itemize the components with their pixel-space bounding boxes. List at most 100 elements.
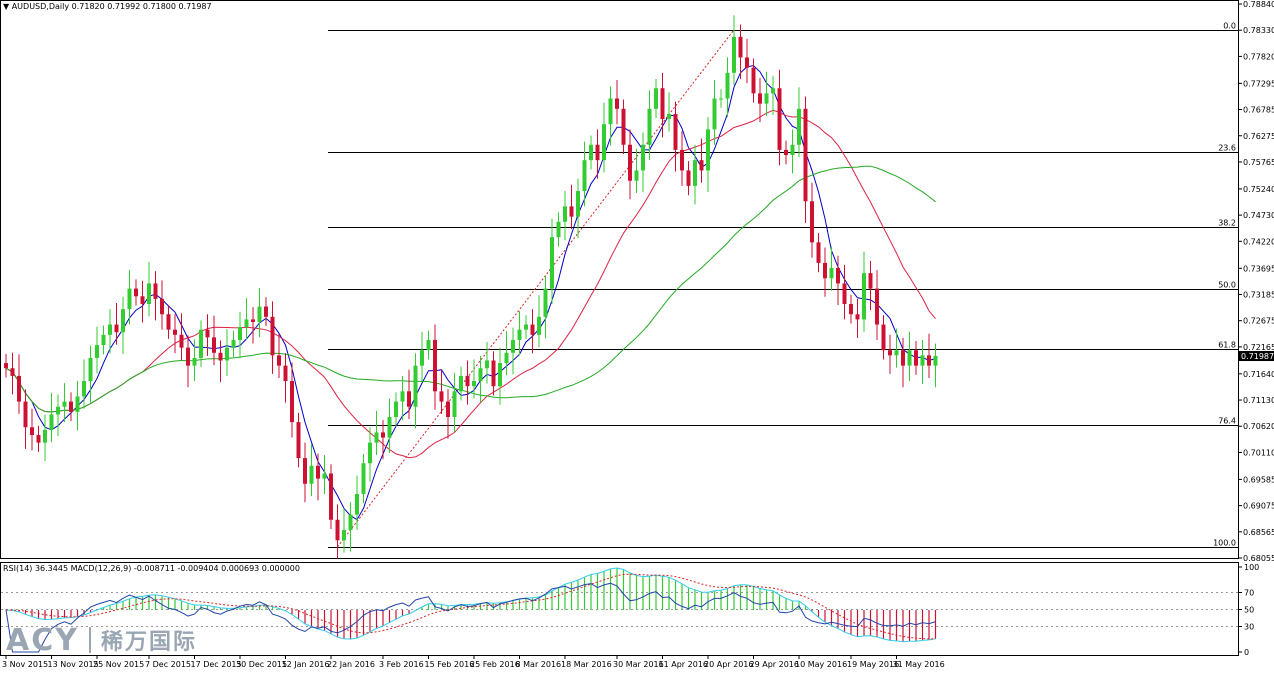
time-tick-label: 8 Mar 2016 [516,660,562,669]
watermark-cjk: 稀万国际 [100,630,197,655]
macd-histogram [11,568,937,642]
watermark-logo: ACY 稀万国际 [6,622,197,658]
candle-body [927,355,931,366]
candle-body [186,347,190,366]
candle-body [498,363,502,387]
candle-body [680,149,684,171]
candle-body [381,432,385,438]
candle-body [862,273,866,320]
candle-body [524,324,528,330]
candle-body [485,360,489,369]
price-tick-label: 0.73695 [1243,264,1274,273]
candle-body [725,72,730,99]
candle-body [836,268,840,284]
candle-body [394,401,398,417]
fib-label: 100.0 [1213,539,1236,548]
dropdown-icon[interactable]: ▼ [3,2,10,11]
candle-body [387,416,392,438]
candle-body [205,329,210,338]
candle-body [602,124,606,161]
candle-body [270,316,275,356]
time-tick-label: 22 Jan 2016 [327,660,375,669]
ma-slow-line [5,165,936,413]
candle-body [264,306,268,317]
candle-body [56,406,60,415]
time-tick-label: 11 Apr 2016 [659,660,708,669]
price-tick-label: 0.73185 [1243,290,1274,299]
candle-body [420,350,424,366]
candle-body [439,391,444,402]
time-tick-label: 15 Feb 2016 [425,660,475,669]
candle-body [199,329,203,358]
candle-body [335,519,340,541]
price-tick-label: 0.70620 [1243,422,1274,431]
candle-body [855,314,860,320]
price-tag-box [1239,351,1274,362]
indicator-tick-label: 0 [1244,648,1249,657]
indicator-tick-label: 50 [1244,606,1254,615]
candle-body [537,316,541,335]
candle-body [4,363,8,369]
price-tick-label: 0.71640 [1243,370,1274,379]
price-axis: 0.78840 0.78330 0.77820 0.77295 0.76785 0.762… [1238,0,1274,563]
current-price-tag: 0.71987 [1239,351,1274,362]
candle-body [868,273,873,289]
candle-body [296,422,301,459]
fib-label: 61.8 [1218,341,1236,350]
candle-body [30,427,34,435]
candle-body [10,368,15,376]
price-tick-label: 0.69585 [1243,475,1274,484]
price-tick-label: 0.69075 [1243,502,1274,511]
candle-body [36,434,41,443]
candle-body [160,298,164,315]
candle-body [816,242,821,263]
time-tick-label: 17 Dec 2015 [191,660,242,669]
candle-body [589,144,593,161]
candle-body [49,414,54,430]
candle-body [888,350,892,356]
candle-body [810,201,814,243]
candle-body [732,36,736,73]
candle-body [849,303,853,315]
price-tick-label: 0.75765 [1243,158,1274,167]
candle-body [634,170,639,181]
candle-body [62,401,67,407]
candle-body [641,144,645,171]
candle-body [907,350,912,366]
candle-body [823,262,827,279]
candle-body [192,357,197,366]
time-tick-label: 20 Apr 2016 [704,660,753,669]
candle-body [667,113,671,120]
candle-body [797,108,801,145]
candle-body [875,288,879,325]
candle-body [764,93,769,104]
fib-label: 23.6 [1218,144,1236,153]
macd-signal-line [5,573,936,640]
candle-body [745,57,749,68]
candlesticks [4,15,938,559]
candle-body [134,288,138,297]
candle-body [660,88,665,120]
candle-body [556,221,561,238]
candle-body [654,88,658,109]
candle-body [647,108,652,145]
candle-body [894,350,899,356]
candle-body [550,237,554,289]
watermark-separator [88,627,91,653]
candle-body [582,160,587,191]
time-tick-label: 13 Nov 2015 [48,660,99,669]
candle-body [147,283,151,304]
price-tick-label: 0.78840 [1243,0,1274,9]
price-tick-label: 0.74220 [1243,237,1274,246]
price-tick-label: 0.68565 [1243,528,1274,537]
candle-body [446,401,450,417]
fib-label: 38.2 [1218,219,1236,228]
rsi-line [5,582,936,653]
time-tick-label: 31 May 2016 [893,660,945,669]
price-tick-label: 0.76275 [1243,132,1274,141]
candle-body [238,327,242,340]
price-tick-label: 0.77820 [1243,52,1274,61]
candle-body [303,458,307,484]
time-tick-label: 18 Mar 2016 [561,660,612,669]
